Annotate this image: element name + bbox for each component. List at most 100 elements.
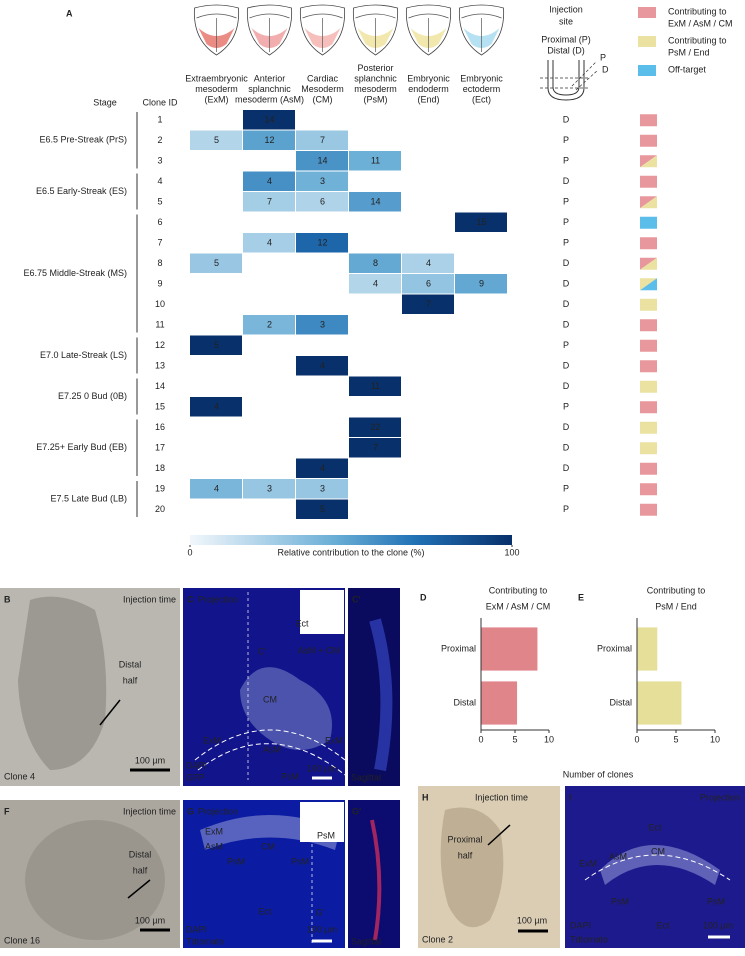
clone-swatch — [640, 196, 657, 209]
injection-p: P — [600, 52, 606, 62]
cell-value: 5 — [320, 504, 325, 514]
column-header: ectoderm — [463, 84, 501, 94]
x-tick-label: 5 — [512, 734, 517, 744]
column-header: Embryonic — [460, 73, 503, 83]
injection-distal: Distal (D) — [547, 45, 585, 55]
cell-value: 12 — [317, 238, 327, 248]
cell-value: 12 — [264, 135, 274, 145]
column-header: mesoderm — [195, 84, 238, 94]
cell-value: 2 — [267, 320, 272, 330]
image-annotation: 100 µm — [517, 915, 547, 925]
cell-value: 4 — [214, 484, 219, 494]
cell-value: 7 — [320, 135, 325, 145]
image-annotation: Ect — [295, 618, 309, 628]
clone-swatch — [640, 401, 657, 414]
heat-cell — [296, 171, 348, 191]
image-annotation: Proximal — [447, 834, 482, 844]
arrow — [99, 699, 121, 726]
image-annotation: AsM + CM — [298, 645, 340, 655]
clone-id: 8 — [157, 258, 162, 268]
injection-site: D — [563, 443, 570, 453]
image-annotation: DAPI — [570, 920, 591, 930]
heat-cell — [190, 479, 242, 499]
image-annotation: CM — [263, 694, 277, 704]
clone-id: 4 — [157, 176, 162, 186]
heat-cell — [349, 151, 401, 171]
image-annotation: 100 µm — [307, 924, 337, 934]
x-tick-label: 5 — [673, 734, 678, 744]
image-annotation: PsM — [227, 856, 245, 866]
clone-id: 13 — [155, 361, 165, 371]
image-annotation: ExM — [205, 826, 223, 836]
colorbar — [190, 535, 512, 545]
cell-value: 7 — [426, 299, 431, 309]
heat-cell — [190, 130, 242, 150]
injection-needle — [540, 61, 599, 91]
column-header: (PsM) — [364, 94, 388, 104]
image-annotation: G′ — [316, 907, 325, 917]
heat-cell — [243, 315, 295, 335]
cell-value: 14 — [317, 156, 327, 166]
legend-label: Contributing to — [668, 35, 727, 45]
image-annotation: Tdtomato — [186, 936, 224, 946]
sagittal-band — [370, 819, 382, 941]
clone-id: 7 — [157, 238, 162, 248]
heat-cell — [243, 479, 295, 499]
cell-value: 4 — [214, 402, 219, 412]
clone-id: 15 — [155, 402, 165, 412]
cell-value: 7 — [267, 197, 272, 207]
arrow — [487, 824, 511, 846]
image-annotation: Clone 4 — [4, 771, 35, 781]
image-annotation: half — [133, 865, 148, 875]
embryo-image — [25, 820, 165, 940]
inset — [300, 590, 344, 634]
clone-id: 10 — [155, 299, 165, 309]
colorbar-tick-label: 100 — [504, 547, 519, 557]
embryo-lines — [408, 13, 449, 52]
image-annotation: half — [458, 850, 473, 860]
injection-d: D — [602, 64, 609, 74]
injection-site: D — [563, 320, 570, 330]
image-annotation: 100 µm — [135, 755, 165, 765]
bar — [481, 627, 538, 671]
x-tick-label: 0 — [634, 734, 639, 744]
image-annotation: PsM — [611, 896, 629, 906]
injection-site: D — [563, 463, 570, 473]
stage-label: E7.25 0 Bud (0B) — [58, 391, 127, 401]
column-header: (ExM) — [205, 94, 229, 104]
y-tick-label: Proximal — [597, 643, 632, 653]
image-annotation: Ect — [648, 822, 662, 832]
cell-value: 4 — [373, 279, 378, 289]
image-annotation: Clone 2 — [422, 934, 453, 944]
x-axis-label: Number of clones — [563, 769, 634, 779]
heat-cell — [349, 192, 401, 212]
injection-site: P — [563, 135, 569, 145]
image-annotation: ExM — [579, 858, 597, 868]
clone-swatch — [640, 298, 657, 311]
image-annotation: ExM — [203, 735, 221, 745]
panel-label: E — [578, 592, 584, 602]
column-header: splanchnic — [248, 84, 291, 94]
clone-swatch — [640, 421, 657, 434]
image-annotation: PsM — [291, 856, 309, 866]
column-header: mesoderm (AsM) — [235, 94, 304, 104]
column-header: (End) — [417, 94, 439, 104]
image-annotation: Sagittal — [351, 772, 381, 782]
y-tick-label: Proximal — [441, 643, 476, 653]
cell-value: 6 — [426, 279, 431, 289]
injection-site: P — [563, 340, 569, 350]
injection-site: P — [563, 402, 569, 412]
chart-title: Contributing to — [647, 585, 706, 595]
legend-label: PsM / End — [668, 47, 710, 57]
clone-id: 18 — [155, 463, 165, 473]
image-annotation: Distal — [129, 849, 152, 859]
clone-id: 20 — [155, 504, 165, 514]
panel-label: G — [187, 806, 194, 816]
clone-swatch — [640, 380, 657, 393]
legend-label: Contributing to — [668, 6, 727, 16]
cell-value: 11 — [371, 156, 380, 166]
stage-header: Stage — [93, 97, 117, 107]
heat-cell — [296, 499, 348, 519]
clone-id: 9 — [157, 279, 162, 289]
